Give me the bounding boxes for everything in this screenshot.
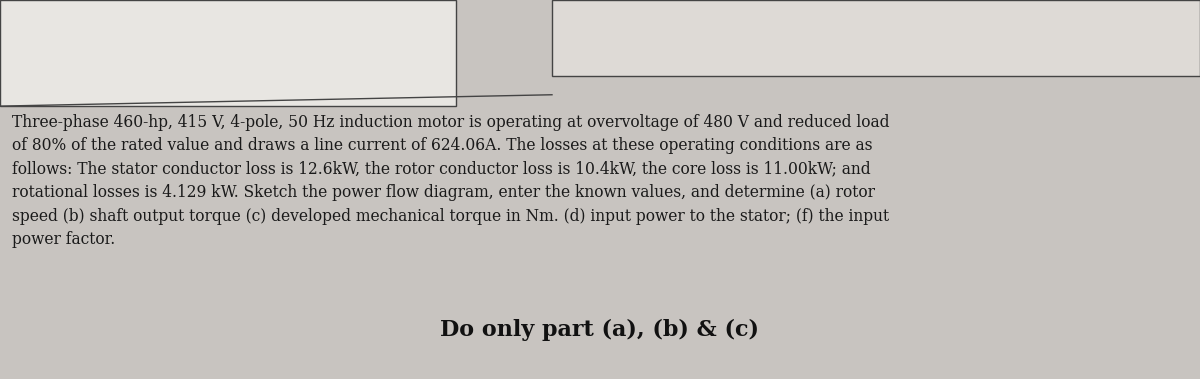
Bar: [552, 0, 1200, 76]
Text: Do only part (a), (b) & (c): Do only part (a), (b) & (c): [440, 319, 760, 341]
Text: Three-phase 460-hp, 415 V, 4-pole, 50 Hz induction motor is operating at overvol: Three-phase 460-hp, 415 V, 4-pole, 50 Hz…: [12, 114, 889, 248]
Bar: [0, 0, 456, 106]
